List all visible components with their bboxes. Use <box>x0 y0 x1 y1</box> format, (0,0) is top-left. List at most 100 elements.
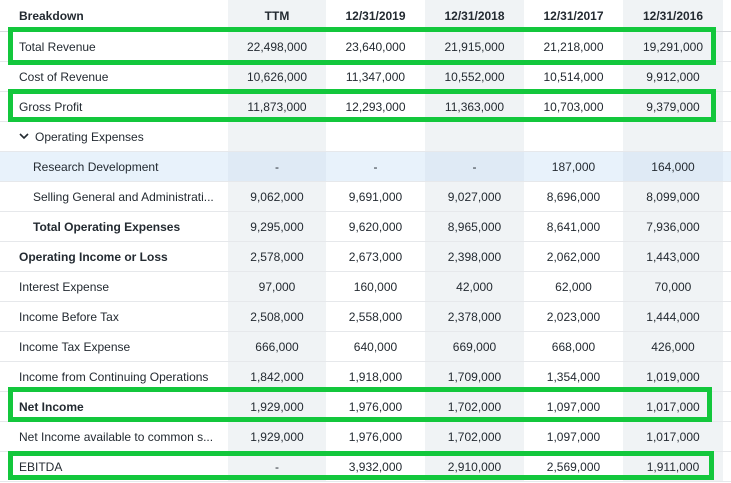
value-cell: 9,912,000 <box>623 62 723 91</box>
value-cell: 2,673,000 <box>348 249 403 264</box>
value-cell: 62,000 <box>555 279 592 294</box>
value-cell: 9,691,000 <box>348 189 403 204</box>
column-header-2016: 12/31/2016 <box>623 0 723 31</box>
value-cell: 2,398,000 <box>425 242 524 271</box>
row-gross-profit: Gross Profit 11,873,000 12,293,000 11,36… <box>0 92 731 122</box>
value-cell: 1,097,000 <box>546 429 601 444</box>
row-label: Interest Expense <box>19 279 110 294</box>
value-cell: 2,910,000 <box>425 452 524 481</box>
chevron-down-icon[interactable] <box>19 131 31 143</box>
value-cell: 9,027,000 <box>425 182 524 211</box>
value-cell: 97,000 <box>228 272 326 301</box>
row-interest-expense: Interest Expense 97,000 160,000 42,000 6… <box>0 272 731 302</box>
row-label: Net Income <box>19 399 84 414</box>
value-cell: 2,578,000 <box>228 242 326 271</box>
value-cell: 187,000 <box>551 159 596 174</box>
column-header-2017: 12/31/2017 <box>543 8 604 23</box>
value-cell: 668,000 <box>551 339 596 354</box>
row-selling-general-admin: Selling General and Administrati... 9,06… <box>0 182 731 212</box>
value-cell: 11,873,000 <box>228 92 326 121</box>
row-label: Income Before Tax <box>19 309 119 324</box>
row-operating-income: Operating Income or Loss 2,578,000 2,673… <box>0 242 731 272</box>
row-label: Net Income available to common s... <box>19 429 214 444</box>
value-cell: 1,017,000 <box>623 422 723 451</box>
value-cell: 3,932,000 <box>348 459 403 474</box>
value-cell: 8,696,000 <box>546 189 601 204</box>
value-cell: 669,000 <box>425 332 524 361</box>
value-cell: 23,640,000 <box>345 39 406 54</box>
value-cell: 426,000 <box>623 332 723 361</box>
value-cell: 2,378,000 <box>425 302 524 331</box>
value-cell: 9,062,000 <box>228 182 326 211</box>
breakdown-header: Breakdown <box>19 8 84 23</box>
row-label: Income from Continuing Operations <box>19 369 209 384</box>
value-cell <box>228 122 326 151</box>
value-cell: 1,842,000 <box>228 362 326 391</box>
row-operating-expenses[interactable]: Operating Expenses <box>0 122 731 152</box>
row-income-tax-expense: Income Tax Expense 666,000 640,000 669,0… <box>0 332 731 362</box>
value-cell: 1,019,000 <box>623 362 723 391</box>
value-cell: 2,569,000 <box>546 459 601 474</box>
value-cell: 11,363,000 <box>425 92 524 121</box>
value-cell: 1,911,000 <box>623 452 723 481</box>
value-cell: 666,000 <box>228 332 326 361</box>
value-cell: 9,379,000 <box>623 92 723 121</box>
value-cell <box>623 122 723 151</box>
column-header-2019: 12/31/2019 <box>345 8 406 23</box>
row-label: Operating Expenses <box>35 129 144 144</box>
value-cell: 1,929,000 <box>228 392 326 421</box>
value-cell: 1,017,000 <box>623 392 723 421</box>
value-cell: 11,347,000 <box>345 69 406 84</box>
value-cell: 10,626,000 <box>228 62 326 91</box>
value-cell: 1,097,000 <box>546 399 601 414</box>
value-cell <box>425 122 524 151</box>
value-cell: 1,976,000 <box>348 399 403 414</box>
value-cell: 42,000 <box>425 272 524 301</box>
value-cell: 9,620,000 <box>348 219 403 234</box>
value-cell: 164,000 <box>623 152 723 181</box>
row-label: Gross Profit <box>19 99 83 114</box>
column-header-ttm: TTM <box>228 0 326 31</box>
table-header-row: Breakdown TTM 12/31/2019 12/31/2018 12/3… <box>0 0 731 32</box>
expand-operating-expenses-toggle[interactable]: Operating Expenses <box>0 122 228 151</box>
row-ebitda: EBITDA - 3,932,000 2,910,000 2,569,000 1… <box>0 452 731 482</box>
row-label: EBITDA <box>19 459 63 474</box>
value-cell: 2,023,000 <box>546 309 601 324</box>
value-cell: - <box>228 152 326 181</box>
value-cell: 1,702,000 <box>425 392 524 421</box>
value-cell: 10,703,000 <box>543 99 604 114</box>
value-cell: 9,295,000 <box>228 212 326 241</box>
row-label: Research Development <box>33 159 159 174</box>
value-cell <box>326 122 425 151</box>
value-cell: 1,709,000 <box>425 362 524 391</box>
row-label: Operating Income or Loss <box>19 249 168 264</box>
value-cell: - <box>425 152 524 181</box>
value-cell: 160,000 <box>353 279 398 294</box>
value-cell: 1,354,000 <box>546 369 601 384</box>
value-cell: 1,702,000 <box>425 422 524 451</box>
row-research-development: Research Development - - - 187,000 164,0… <box>0 152 731 182</box>
value-cell: 2,508,000 <box>228 302 326 331</box>
row-label: Income Tax Expense <box>19 339 131 354</box>
value-cell: 640,000 <box>353 339 398 354</box>
row-income-continuing-operations: Income from Continuing Operations 1,842,… <box>0 362 731 392</box>
value-cell: - <box>228 452 326 481</box>
value-cell: 1,918,000 <box>348 369 403 384</box>
value-cell: 2,558,000 <box>348 309 403 324</box>
value-cell: 8,099,000 <box>623 182 723 211</box>
value-cell: 21,218,000 <box>543 39 604 54</box>
value-cell: 70,000 <box>623 272 723 301</box>
row-total-revenue: Total Revenue 22,498,000 23,640,000 21,9… <box>0 32 731 62</box>
value-cell: 8,965,000 <box>425 212 524 241</box>
value-cell: 19,291,000 <box>623 32 723 61</box>
value-cell: 1,976,000 <box>348 429 403 444</box>
row-label: Cost of Revenue <box>19 69 109 84</box>
value-cell: 22,498,000 <box>228 32 326 61</box>
row-label: Total Revenue <box>19 39 96 54</box>
value-cell: 10,552,000 <box>425 62 524 91</box>
value-cell: 2,062,000 <box>546 249 601 264</box>
value-cell: 1,443,000 <box>623 242 723 271</box>
value-cell: 7,936,000 <box>623 212 723 241</box>
value-cell: 1,444,000 <box>623 302 723 331</box>
